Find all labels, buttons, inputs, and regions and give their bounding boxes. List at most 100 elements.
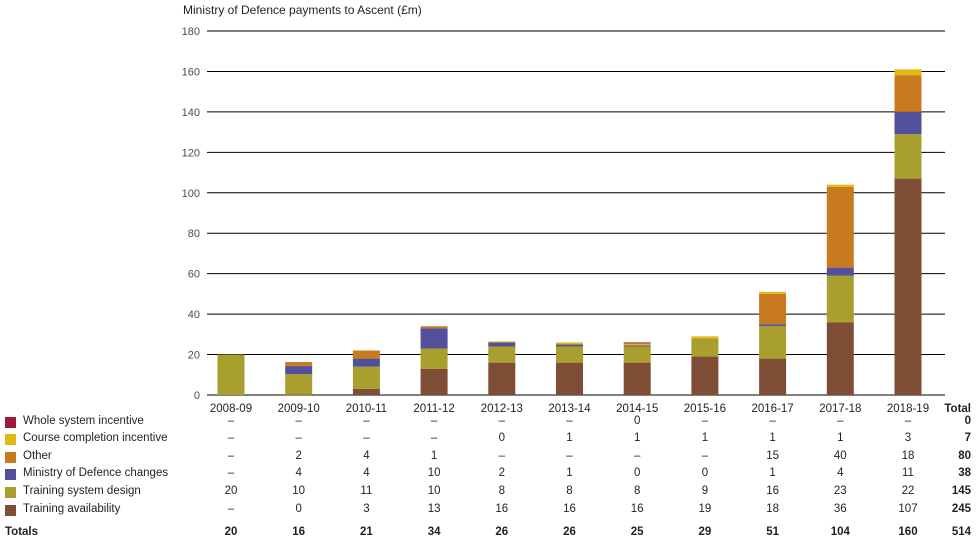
year-total: 25 — [630, 526, 644, 538]
legend-swatch — [5, 417, 16, 428]
data-label: 1 — [769, 467, 776, 479]
data-label: 40 — [833, 450, 847, 462]
year-total: 29 — [698, 526, 712, 538]
y-tick-label: 120 — [182, 147, 200, 159]
data-label: 1 — [566, 432, 573, 444]
data-label: 11 — [902, 467, 914, 479]
data-label: 10 — [292, 485, 306, 497]
bar-segment-training-system-design-2009-10 — [285, 374, 313, 395]
data-label: 13 — [427, 503, 441, 515]
data-label: 8 — [566, 485, 573, 497]
bar-segment-other-2009-10 — [285, 362, 313, 367]
data-label: 18 — [901, 450, 915, 462]
bar-segment-ministry-of-defence-changes-2009-10 — [285, 366, 313, 375]
x-tick-label: 2018-19 — [887, 403, 929, 415]
row-total: 7 — [964, 432, 971, 444]
year-total: 51 — [766, 526, 779, 538]
bar-segment-ministry-of-defence-changes-2017-18 — [826, 267, 854, 276]
bar-segment-training-system-design-2012-13 — [488, 346, 516, 363]
data-label: 0 — [633, 415, 641, 427]
data-label: – — [227, 467, 235, 479]
data-label: – — [701, 415, 709, 427]
legend-label: Ministry of Defence changes — [23, 467, 169, 479]
data-label: 8 — [633, 485, 641, 497]
data-label: 16 — [766, 485, 779, 497]
bar-segment-whole-system-incentive-2014-15 — [623, 342, 651, 344]
bar-segment-training-system-design-2011-12 — [420, 348, 448, 369]
bar-segment-training-system-design-2017-18 — [826, 275, 854, 323]
data-label: 2 — [295, 450, 302, 462]
bar-segment-training-availability-2009-10 — [285, 394, 313, 396]
x-tick-label: 2017-18 — [819, 403, 861, 415]
data-label: 10 — [427, 467, 441, 479]
bar-segment-training-availability-2018-19 — [894, 178, 922, 395]
table-row: Whole system incentive – – – – – – 0 – – – – 0 — [0, 414, 978, 431]
bar-segment-other-2011-12 — [420, 326, 448, 329]
bar-segment-course-completion-incentive-2017-18 — [826, 184, 854, 187]
bar-segment-training-system-design-2014-15 — [623, 346, 651, 363]
legend-swatch — [5, 505, 16, 516]
x-tick-label: 2012-13 — [481, 403, 523, 415]
y-tick-label: 140 — [182, 107, 200, 119]
data-label: 0 — [633, 467, 641, 479]
y-tick-label: 180 — [182, 26, 200, 38]
data-label: – — [227, 503, 235, 515]
bar-segment-course-completion-incentive-2018-19 — [894, 69, 922, 76]
bar-segment-training-system-design-2013-14 — [556, 346, 583, 363]
data-label: 16 — [630, 503, 644, 515]
data-label: – — [363, 432, 370, 444]
bar-segment-training-availability-2017-18 — [826, 322, 854, 395]
bar-segment-training-availability-2014-15 — [623, 362, 651, 395]
totals-row: Totals 20 16 21 34 26 26 25 29 51 104 160 514 — [0, 525, 978, 542]
y-tick-label: 100 — [182, 188, 200, 200]
bar-segment-training-system-design-2016-17 — [759, 326, 787, 359]
data-label: – — [295, 415, 302, 427]
year-total: 34 — [427, 526, 441, 538]
data-label: 36 — [833, 503, 847, 515]
bar-segment-ministry-of-defence-changes-2013-14 — [556, 344, 583, 347]
chart-title: Ministry of Defence payments to Ascent (… — [183, 3, 422, 17]
data-label: 20 — [224, 485, 238, 497]
bar-segment-training-availability-2010-11 — [352, 388, 380, 395]
data-label: 1 — [633, 432, 641, 444]
y-tick-label: 80 — [188, 228, 200, 240]
data-label: – — [430, 415, 438, 427]
x-tick-label: 2010-11 — [346, 403, 387, 415]
y-tick-label: 20 — [188, 350, 200, 362]
bar-segment-training-system-design-2010-11 — [352, 366, 380, 389]
row-total: 80 — [958, 450, 971, 462]
data-label: 19 — [698, 503, 712, 515]
legend-swatch — [5, 452, 16, 463]
bar-segment-course-completion-incentive-2014-15 — [623, 343, 651, 346]
bar-segment-other-2016-17 — [759, 293, 787, 325]
data-label: 4 — [295, 467, 302, 479]
x-tick-label: 2009-10 — [278, 403, 320, 415]
data-label: 23 — [833, 485, 847, 497]
bar-segment-training-system-design-2008-09 — [217, 354, 245, 395]
data-label: 16 — [495, 503, 509, 515]
data-label: 0 — [295, 503, 302, 515]
data-label: 9 — [701, 485, 709, 497]
bar-segment-other-2018-19 — [894, 75, 922, 112]
data-label: 10 — [427, 485, 441, 497]
data-label: 15 — [766, 450, 779, 462]
data-label: – — [769, 415, 776, 427]
y-tick-label: 60 — [188, 269, 200, 281]
bar-segment-ministry-of-defence-changes-2010-11 — [352, 358, 380, 367]
table-row: Training availability – 0 3 13 16 16 16 19 18 36 10… — [0, 502, 978, 519]
year-total: 26 — [495, 526, 509, 538]
data-label: 4 — [837, 467, 844, 479]
data-label: – — [227, 432, 235, 444]
data-label: – — [566, 450, 573, 462]
legend-label: Training availability — [23, 503, 121, 515]
bar-segment-course-completion-incentive-2013-14 — [556, 342, 583, 345]
bar-segment-course-completion-incentive-2016-17 — [759, 291, 787, 294]
data-label: – — [566, 415, 573, 427]
data-label: 11 — [360, 485, 373, 497]
x-tick-label: 2008-09 — [210, 403, 252, 415]
legend-label: Training system design — [23, 485, 141, 497]
legend-label: Other — [23, 450, 52, 462]
data-label: 0 — [498, 432, 505, 444]
totals-label: Totals — [5, 526, 39, 538]
bar-segment-course-completion-incentive-2015-16 — [691, 336, 719, 339]
